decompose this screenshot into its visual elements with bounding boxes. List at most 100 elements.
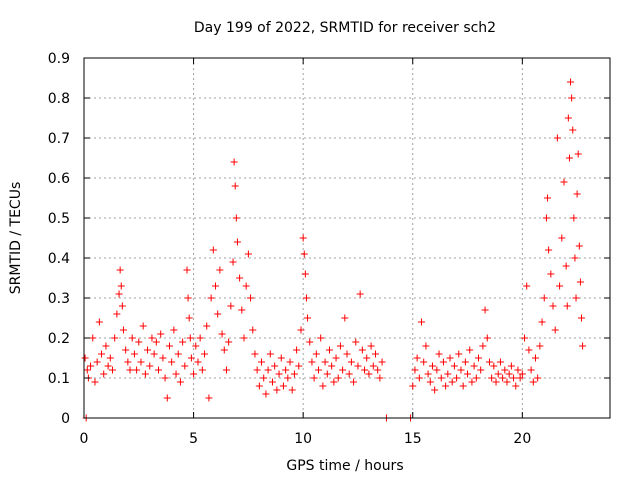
data-point: [192, 342, 200, 350]
data-point: [130, 350, 138, 358]
data-point: [455, 350, 463, 358]
data-point: [172, 370, 180, 378]
data-point: [525, 346, 533, 354]
data-point: [315, 366, 323, 374]
data-point: [334, 374, 342, 382]
data-point: [319, 382, 327, 390]
data-point: [523, 282, 531, 290]
data-point: [339, 366, 347, 374]
data-point: [358, 346, 366, 354]
data-point: [549, 302, 557, 310]
data-point: [302, 294, 310, 302]
data-point: [225, 338, 233, 346]
data-point: [444, 370, 452, 378]
data-point: [268, 378, 276, 386]
data-point: [374, 366, 382, 374]
data-point: [290, 370, 298, 378]
grid-lines: [84, 58, 610, 418]
data-point: [277, 354, 285, 362]
y-tick-label: 0: [61, 411, 70, 427]
data-point: [159, 354, 167, 362]
data-point: [260, 374, 268, 382]
data-point: [126, 366, 134, 374]
data-point: [137, 358, 145, 366]
x-axis-label: GPS time / hours: [286, 458, 403, 474]
data-point: [275, 370, 283, 378]
data-point: [118, 302, 126, 310]
data-point: [209, 246, 217, 254]
data-point: [295, 362, 303, 370]
data-point: [152, 338, 160, 346]
data-point: [363, 354, 371, 362]
y-tick-label: 0.1: [48, 371, 70, 387]
y-tick-label: 0.7: [48, 131, 70, 147]
data-point: [87, 362, 95, 370]
data-point: [81, 354, 89, 362]
data-point: [479, 342, 487, 350]
data-point: [222, 366, 230, 374]
data-point: [464, 370, 472, 378]
data-point: [242, 282, 250, 290]
data-point: [108, 366, 116, 374]
data-point: [371, 350, 379, 358]
data-point: [466, 346, 474, 354]
data-point: [128, 334, 136, 342]
data-point: [284, 374, 292, 382]
data-point: [229, 258, 237, 266]
data-point: [556, 282, 564, 290]
data-point: [424, 370, 432, 378]
data-point: [490, 362, 498, 370]
data-point: [418, 318, 426, 326]
data-point: [201, 350, 209, 358]
data-point: [124, 358, 132, 366]
x-tick-label: 20: [513, 431, 531, 447]
data-point: [301, 270, 309, 278]
data-point: [282, 366, 290, 374]
data-point: [442, 382, 450, 390]
data-point: [317, 334, 325, 342]
data-point: [93, 358, 101, 366]
data-point: [459, 382, 467, 390]
data-point: [367, 342, 375, 350]
data-point: [205, 394, 213, 402]
data-point: [453, 374, 461, 382]
chart-title: Day 199 of 2022, SRMTID for receiver sch…: [194, 20, 496, 36]
data-point: [572, 294, 580, 302]
data-point: [409, 382, 417, 390]
data-point: [350, 378, 358, 386]
data-point: [95, 318, 103, 326]
y-tick-label: 0.5: [48, 211, 70, 227]
data-point: [431, 386, 439, 394]
data-point: [544, 194, 552, 202]
data-point: [230, 158, 238, 166]
data-point: [483, 334, 491, 342]
data-point: [518, 370, 526, 378]
data-point: [186, 334, 194, 342]
data-point: [220, 346, 228, 354]
data-point: [435, 350, 443, 358]
data-point: [345, 370, 353, 378]
data-point: [568, 94, 576, 102]
data-point: [411, 366, 419, 374]
data-point: [472, 374, 480, 382]
data-point: [527, 366, 535, 374]
data-point: [475, 354, 482, 362]
data-point: [139, 322, 147, 330]
data-point: [170, 326, 178, 334]
data-point: [531, 354, 539, 362]
data-point: [378, 358, 386, 366]
data-point: [312, 350, 320, 358]
data-point: [113, 310, 121, 318]
data-point: [104, 362, 112, 370]
y-tick-label: 0.6: [48, 171, 70, 187]
y-tick-label: 0.9: [48, 51, 70, 67]
data-point: [115, 290, 123, 298]
data-point: [185, 314, 193, 322]
data-point: [150, 350, 158, 358]
data-point: [218, 330, 226, 338]
data-point: [510, 374, 518, 382]
data-point: [135, 338, 143, 346]
data-point: [343, 350, 351, 358]
data-point: [448, 378, 456, 386]
